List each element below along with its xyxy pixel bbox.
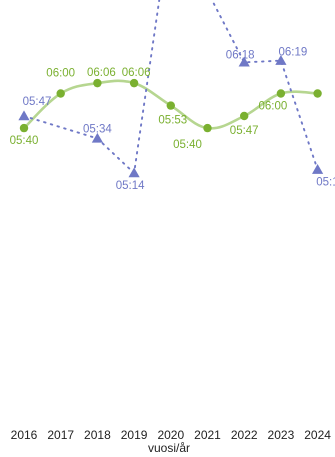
data-label: 05:34 bbox=[83, 123, 112, 135]
data-label: 05:16 bbox=[316, 177, 335, 189]
data-label: 05:40 bbox=[173, 139, 202, 151]
x-tick-label: 2024 bbox=[304, 428, 331, 442]
series-lines bbox=[23, 0, 319, 176]
data-point bbox=[93, 78, 102, 88]
x-tick-label: 2023 bbox=[268, 428, 295, 442]
data-point bbox=[240, 111, 249, 121]
data-point-triangle bbox=[312, 164, 324, 174]
data-point-triangle bbox=[238, 56, 250, 67]
data-label: 06:18 bbox=[226, 49, 255, 61]
data-point bbox=[276, 89, 286, 98]
x-axis: 2016 2017 2018 2019 2020 2021 2022 2023 2024 bbox=[11, 428, 332, 442]
data-point-triangle bbox=[275, 55, 287, 65]
data-point bbox=[129, 78, 139, 88]
data-label: 05:47 bbox=[230, 125, 259, 137]
x-axis-title: vuosi/år bbox=[148, 441, 190, 455]
data-label: 06:00 bbox=[259, 101, 288, 113]
data-point bbox=[313, 89, 322, 98]
data-label: 06:00 bbox=[46, 68, 75, 80]
data-label: 05:47 bbox=[23, 96, 52, 108]
x-tick-label: 2016 bbox=[11, 428, 38, 442]
data-label: 06:06 bbox=[122, 67, 151, 79]
x-tick-label: 2021 bbox=[194, 428, 221, 442]
data-label: 06:19 bbox=[279, 47, 308, 59]
data-label: 05:14 bbox=[116, 180, 145, 192]
data-point bbox=[19, 123, 29, 133]
x-tick-label: 2020 bbox=[157, 428, 184, 442]
data-label: 06:06 bbox=[87, 67, 116, 79]
x-tick-label: 2019 bbox=[121, 428, 148, 442]
x-tick-label: 2022 bbox=[231, 428, 258, 442]
data-point-triangle bbox=[128, 167, 140, 178]
data-point-triangle bbox=[91, 132, 103, 143]
x-tick-label: 2017 bbox=[47, 428, 74, 442]
data-point bbox=[166, 101, 175, 110]
data-point-triangle bbox=[18, 110, 30, 121]
data-label: 05:40 bbox=[10, 135, 39, 147]
x-tick-label: 2018 bbox=[84, 428, 111, 442]
series-line-dotted bbox=[23, 0, 319, 176]
data-point bbox=[56, 89, 65, 98]
data-label: 05:53 bbox=[158, 115, 187, 127]
data-point bbox=[203, 123, 212, 133]
data-points bbox=[18, 55, 324, 178]
